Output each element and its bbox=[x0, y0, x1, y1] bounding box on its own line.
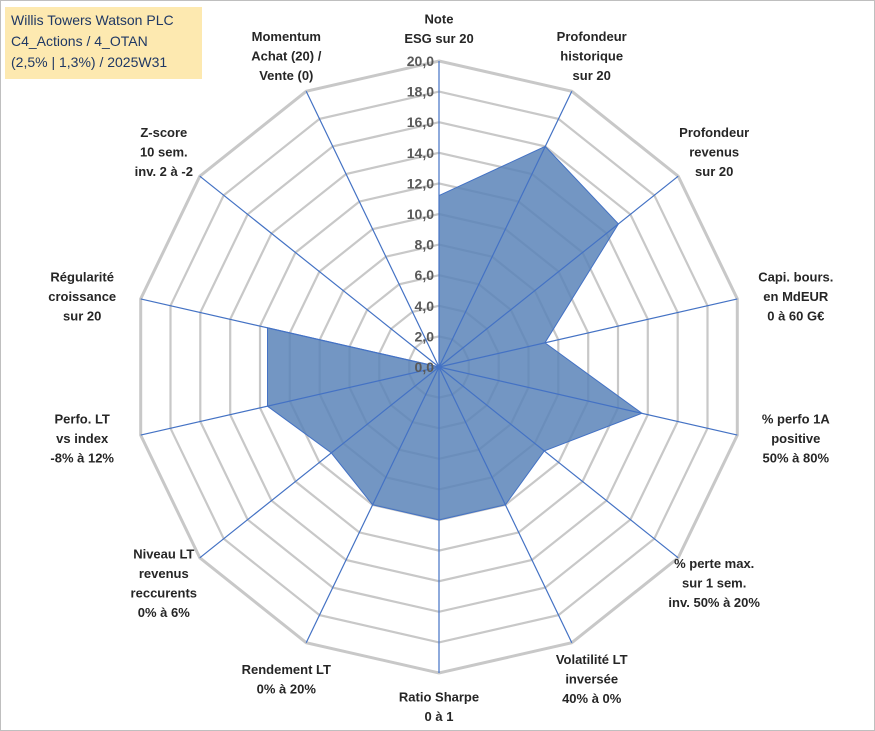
spoke-10 bbox=[140, 366, 440, 436]
axis-label-9: Niveau LT revenus reccurents 0% à 6% bbox=[131, 547, 197, 621]
radar-spokes bbox=[140, 61, 738, 673]
spoke-8 bbox=[305, 366, 440, 643]
axis-label-13: Momentum Achat (20) / Vente (0) bbox=[251, 29, 321, 83]
axis-label-5-line-0: % perte max. bbox=[674, 556, 754, 571]
axis-label-0: Note ESG sur 20 bbox=[404, 11, 473, 46]
axis-label-0-line-1: ESG sur 20 bbox=[404, 31, 473, 46]
axis-label-6-line-2: 40% à 0% bbox=[562, 691, 622, 706]
chart-title-box: Willis Towers Watson PLC C4_Actions / 4_… bbox=[5, 7, 202, 79]
axis-label-4: % perfo 1A positive 50% à 80% bbox=[762, 411, 831, 465]
spoke-5 bbox=[438, 366, 679, 559]
axis-label-9-line-0: Niveau LT bbox=[133, 547, 194, 562]
axis-label-0-line-0: Note bbox=[425, 11, 454, 26]
axis-label-9-line-1: revenus bbox=[139, 566, 189, 581]
axis-label-12-line-0: Z-score bbox=[140, 125, 187, 140]
axis-label-6: Volatilité LT inversée 40% à 0% bbox=[556, 652, 628, 706]
axis-label-6-line-1: inversée bbox=[565, 672, 618, 687]
tick-label-4: 8,0 bbox=[415, 237, 435, 253]
tick-label-8: 16,0 bbox=[407, 114, 434, 130]
axis-label-13-line-0: Momentum bbox=[252, 29, 321, 44]
spoke-3 bbox=[438, 298, 738, 368]
axis-label-12: Z-score 10 sem. inv. 2 à -2 bbox=[135, 125, 193, 179]
tick-label-7: 14,0 bbox=[407, 145, 434, 161]
radial-tick-labels: 0,0 2,0 4,0 6,0 8,0 10,0 12,0 14,0 16,0 18,0 20,0 bbox=[407, 53, 434, 375]
tick-label-10: 20,0 bbox=[407, 53, 434, 69]
tick-label-0: 0,0 bbox=[415, 359, 435, 375]
axis-labels: Note ESG sur 20 Profondeur historique sur 20… bbox=[48, 11, 833, 724]
axis-label-10: Perfo. LT vs index -8% à 12% bbox=[50, 411, 114, 465]
spoke-12 bbox=[199, 175, 440, 368]
axis-label-12-line-1: 10 sem. bbox=[140, 144, 188, 159]
axis-label-7-line-1: 0 à 1 bbox=[425, 709, 454, 724]
chart-title-line-1: Willis Towers Watson PLC bbox=[11, 12, 174, 28]
axis-label-2-line-2: sur 20 bbox=[695, 164, 733, 179]
tick-label-2: 4,0 bbox=[415, 298, 435, 314]
axis-label-9-line-3: 0% à 6% bbox=[138, 605, 190, 620]
spoke-6 bbox=[438, 366, 573, 643]
axis-label-8: Rendement LT 0% à 20% bbox=[242, 662, 331, 697]
axis-label-2-line-0: Profondeur bbox=[679, 125, 749, 140]
axis-label-5: % perte max. sur 1 sem. inv. 50% à 20% bbox=[668, 556, 760, 610]
tick-label-3: 6,0 bbox=[415, 267, 435, 283]
axis-label-7-line-0: Ratio Sharpe bbox=[399, 689, 479, 704]
axis-label-8-line-1: 0% à 20% bbox=[257, 682, 317, 697]
spoke-13 bbox=[305, 91, 440, 368]
tick-label-9: 18,0 bbox=[407, 84, 434, 100]
axis-label-10-line-2: -8% à 12% bbox=[50, 450, 114, 465]
axis-label-8-line-0: Rendement LT bbox=[242, 662, 331, 677]
spoke-4 bbox=[438, 366, 738, 436]
spoke-2 bbox=[438, 175, 679, 368]
axis-label-2: Profondeur revenus sur 20 bbox=[679, 125, 749, 179]
axis-label-10-line-1: vs index bbox=[56, 431, 109, 446]
axis-label-13-line-1: Achat (20) / bbox=[251, 48, 321, 63]
axis-label-3: Capi. bours. en MdEUR 0 à 60 G€ bbox=[758, 270, 833, 324]
axis-label-9-line-2: reccurents bbox=[131, 586, 197, 601]
spoke-9 bbox=[199, 366, 440, 559]
axis-label-1-line-2: sur 20 bbox=[573, 68, 611, 83]
axis-label-7: Ratio Sharpe 0 à 1 bbox=[399, 689, 479, 724]
axis-label-3-line-1: en MdEUR bbox=[763, 289, 829, 304]
axis-label-12-line-2: inv. 2 à -2 bbox=[135, 164, 193, 179]
axis-label-2-line-1: revenus bbox=[689, 144, 739, 159]
axis-label-10-line-0: Perfo. LT bbox=[55, 411, 110, 426]
axis-label-11: Régularité croissance sur 20 bbox=[48, 270, 116, 324]
axis-label-5-line-2: inv. 50% à 20% bbox=[668, 595, 760, 610]
spoke-11 bbox=[140, 298, 440, 368]
axis-label-1-line-0: Profondeur bbox=[557, 29, 627, 44]
axis-label-3-line-0: Capi. bours. bbox=[758, 270, 833, 285]
chart-title-line-3: (2,5% | 1,3%) / 2025W31 bbox=[11, 54, 168, 70]
axis-label-1-line-1: historique bbox=[560, 48, 623, 63]
tick-label-6: 12,0 bbox=[407, 175, 434, 191]
tick-label-1: 2,0 bbox=[415, 328, 435, 344]
spoke-1 bbox=[438, 91, 573, 368]
axis-label-6-line-0: Volatilité LT bbox=[556, 652, 628, 667]
axis-label-13-line-2: Vente (0) bbox=[259, 68, 313, 83]
axis-label-3-line-2: 0 à 60 G€ bbox=[767, 309, 824, 324]
axis-label-4-line-2: 50% à 80% bbox=[763, 450, 830, 465]
chart-title-line-2: C4_Actions / 4_OTAN bbox=[11, 33, 148, 49]
axis-label-11-line-0: Régularité bbox=[50, 270, 114, 285]
axis-label-4-line-1: positive bbox=[771, 431, 820, 446]
axis-label-5-line-1: sur 1 sem. bbox=[682, 576, 746, 591]
axis-label-11-line-2: sur 20 bbox=[63, 309, 101, 324]
axis-label-11-line-1: croissance bbox=[48, 289, 116, 304]
tick-label-5: 10,0 bbox=[407, 206, 434, 222]
axis-label-1: Profondeur historique sur 20 bbox=[557, 29, 627, 83]
axis-label-4-line-0: % perfo 1A bbox=[762, 411, 831, 426]
